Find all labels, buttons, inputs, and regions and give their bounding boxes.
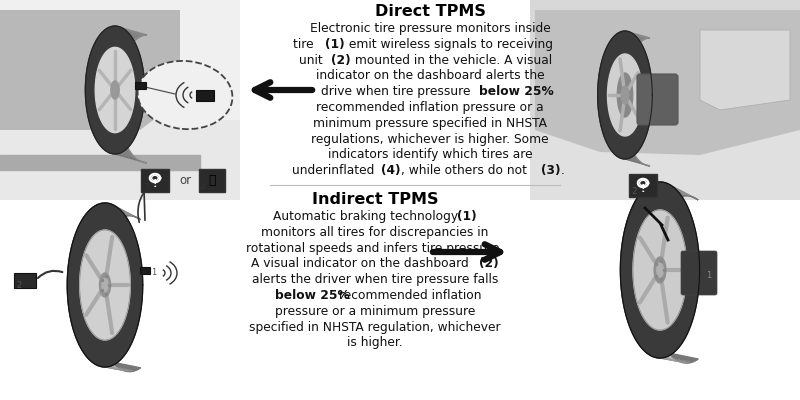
FancyBboxPatch shape [530,0,800,120]
Bar [134,82,146,88]
Polygon shape [86,26,145,154]
Text: 1: 1 [151,268,156,277]
Text: monitors all tires for discrepancies in: monitors all tires for discrepancies in [262,226,489,239]
Text: unit: unit [299,54,327,67]
Polygon shape [111,81,119,99]
Text: , while others do not: , while others do not [402,164,531,177]
Polygon shape [80,230,130,340]
Text: (1): (1) [325,38,344,51]
Text: 3: 3 [143,183,149,192]
Text: 4: 4 [200,183,206,192]
Text: !: ! [641,184,646,194]
Text: Direct TPMS: Direct TPMS [374,4,486,19]
Text: underinflated: underinflated [293,164,378,177]
Text: regulations, whichever is higher. Some: regulations, whichever is higher. Some [311,133,549,146]
Text: or: or [179,174,191,186]
Polygon shape [598,31,652,159]
Text: recommended inflation pressure or a: recommended inflation pressure or a [316,101,544,114]
Text: !: ! [153,179,158,189]
Text: indicator on the dashboard alerts the: indicator on the dashboard alerts the [316,70,544,82]
FancyBboxPatch shape [681,251,717,295]
Text: mounted in the vehicle. A visual: mounted in the vehicle. A visual [351,54,552,67]
FancyBboxPatch shape [530,0,800,200]
Text: Indirect TPMS: Indirect TPMS [312,192,438,207]
Text: pressure or a minimum pressure: pressure or a minimum pressure [275,305,475,318]
Polygon shape [95,47,134,133]
Text: 2: 2 [631,187,637,196]
Polygon shape [598,31,650,166]
Polygon shape [633,210,687,330]
Text: Automatic braking technology: Automatic braking technology [273,210,462,223]
Text: specified in NHSTA regulation, whichever: specified in NHSTA regulation, whichever [249,321,501,334]
Bar [140,266,150,274]
Text: emit wireless signals to receiving: emit wireless signals to receiving [345,38,553,51]
Bar [14,272,36,288]
Bar [196,90,214,100]
FancyBboxPatch shape [629,174,657,196]
Text: 🚗: 🚗 [208,174,216,186]
Polygon shape [657,263,663,277]
Text: 2: 2 [16,281,22,290]
Polygon shape [654,257,666,283]
Polygon shape [0,10,180,130]
FancyBboxPatch shape [199,168,225,192]
Polygon shape [99,273,110,297]
Polygon shape [102,278,108,292]
FancyBboxPatch shape [0,0,240,200]
Text: minimum pressure specified in NHSTA: minimum pressure specified in NHSTA [313,117,547,130]
FancyBboxPatch shape [141,168,169,192]
Text: indicators identify which tires are: indicators identify which tires are [328,148,532,162]
Text: (3): (3) [542,164,561,177]
Polygon shape [618,73,633,117]
Polygon shape [67,203,141,372]
Polygon shape [621,182,699,358]
Text: rotational speeds and infers tire pressure.: rotational speeds and infers tire pressu… [246,242,504,255]
Polygon shape [700,30,790,110]
Polygon shape [621,86,629,104]
Ellipse shape [138,61,233,129]
Text: 1: 1 [706,271,711,280]
Polygon shape [535,10,800,155]
Text: recommended inflation: recommended inflation [335,289,482,302]
Text: drive when tire pressure: drive when tire pressure [321,85,474,98]
Polygon shape [621,182,698,363]
Text: below 25%: below 25% [479,85,554,98]
Text: below 25%: below 25% [275,289,350,302]
FancyBboxPatch shape [0,0,240,120]
FancyBboxPatch shape [637,74,678,125]
Polygon shape [67,203,142,367]
Polygon shape [607,54,642,136]
Text: .: . [562,164,565,177]
Text: A visual indicator on the dashboard: A visual indicator on the dashboard [250,258,472,270]
Text: (4): (4) [382,164,401,177]
Polygon shape [86,26,147,163]
Text: tire: tire [293,38,318,51]
Text: (2): (2) [331,54,350,67]
Text: Electronic tire pressure monitors inside: Electronic tire pressure monitors inside [310,22,550,35]
Text: alerts the driver when tire pressure falls: alerts the driver when tire pressure fal… [252,273,498,286]
Text: (2): (2) [479,258,499,270]
Text: (1): (1) [457,210,477,223]
Text: is higher.: is higher. [347,336,403,350]
